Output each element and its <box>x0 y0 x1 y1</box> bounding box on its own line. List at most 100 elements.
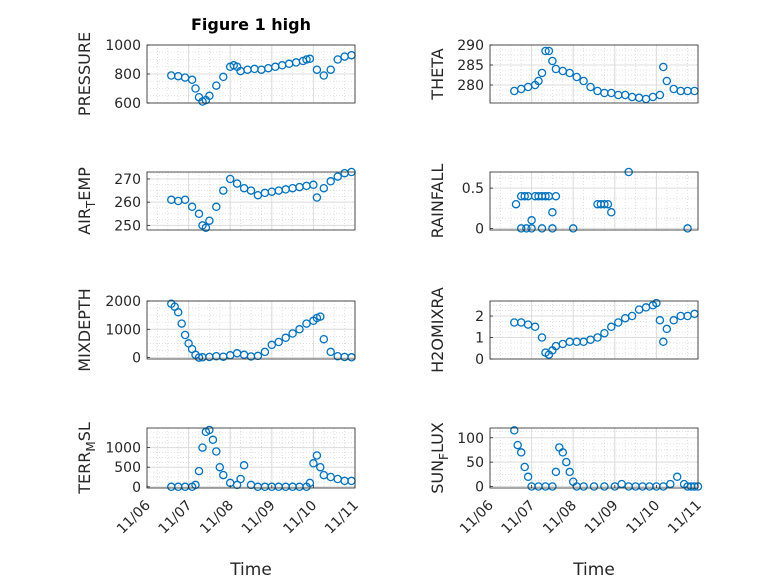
data-point <box>593 333 602 342</box>
data-point <box>205 91 214 101</box>
y-tick-label: 285 <box>457 58 484 74</box>
data-point <box>326 177 335 186</box>
y-tick-label: 600 <box>114 96 141 112</box>
plot-area <box>490 172 698 230</box>
data-point <box>659 62 668 72</box>
data-point <box>194 353 204 362</box>
data-point <box>662 76 672 86</box>
figure-title: Figure 1 high <box>191 15 311 34</box>
data-markers <box>167 50 356 106</box>
subplot-h2omixra: 0 1 2 H2OMIXRA <box>428 287 699 373</box>
y-tick-label: 270 <box>114 172 141 188</box>
data-point <box>225 174 235 184</box>
data-point <box>579 76 588 86</box>
y-tick-label: 100 <box>457 431 484 447</box>
y-axis-label: PRESSURE <box>75 32 94 116</box>
data-point <box>312 193 322 202</box>
data-point <box>516 224 526 233</box>
data-point <box>239 461 249 470</box>
data-point <box>219 72 228 82</box>
axes-box <box>489 171 699 231</box>
data-markers <box>167 299 356 362</box>
data-point <box>274 337 283 347</box>
axes-box <box>146 300 356 360</box>
data-point <box>683 224 692 233</box>
data-point <box>527 216 536 225</box>
data-point <box>295 325 304 334</box>
y-tick-label: 50 <box>466 455 484 471</box>
data-point <box>253 351 263 361</box>
subplot-rainfall: 0 0.5 RAINFALL <box>428 164 699 238</box>
y-tick-label: 2 <box>475 309 484 325</box>
data-point <box>672 472 682 482</box>
axes-box <box>489 44 699 104</box>
data-point <box>551 191 561 201</box>
y-tick-label: 500 <box>114 460 141 476</box>
data-point <box>614 318 623 327</box>
data-point <box>586 82 595 92</box>
data-point <box>596 199 606 209</box>
data-point <box>191 84 200 93</box>
y-axis-label: SUNFLUX <box>428 422 451 494</box>
data-point <box>541 191 550 201</box>
data-point <box>600 328 609 338</box>
x-tick-label: 11/08 <box>197 498 237 538</box>
data-point <box>544 46 554 56</box>
y-axis-label: TERRMSL <box>75 422 98 495</box>
data-markers <box>167 167 356 232</box>
y-tick-label: 0.5 <box>462 181 484 197</box>
data-point <box>659 337 668 347</box>
data-point <box>537 224 547 233</box>
data-point <box>513 440 522 450</box>
plot-area <box>490 301 698 359</box>
data-markers <box>510 426 703 491</box>
y-axis-label: H2OMIXRA <box>428 287 447 373</box>
data-point <box>652 298 661 308</box>
subplot-mixdepth: 0 1000 2000 MIXDEPTH <box>75 288 356 372</box>
axes-box <box>489 427 699 489</box>
data-point <box>662 324 672 334</box>
data-point <box>302 319 311 328</box>
data-point <box>523 472 533 482</box>
data-point <box>534 76 543 86</box>
y-tick-label: 800 <box>114 67 141 83</box>
data-point <box>655 316 665 325</box>
data-point <box>312 451 322 460</box>
x-tick-label: 11/10 <box>280 498 320 538</box>
data-point <box>180 330 190 340</box>
data-point <box>607 322 616 332</box>
y-tick-label: 0 <box>132 480 141 496</box>
plot-area <box>490 45 698 103</box>
data-point <box>516 448 526 457</box>
data-point <box>579 482 588 491</box>
data-point <box>568 224 578 233</box>
data-point <box>194 209 204 219</box>
y-tick-label: 2000 <box>105 294 141 310</box>
data-point <box>288 329 297 338</box>
data-point <box>537 333 547 342</box>
data-point <box>305 54 315 64</box>
data-point <box>627 311 637 321</box>
data-point <box>316 312 325 321</box>
x-tick-label: 11/07 <box>499 498 539 538</box>
data-point <box>219 186 228 195</box>
data-point <box>319 71 329 80</box>
y-axis-label: THETA <box>428 48 447 100</box>
data-point <box>180 195 190 205</box>
subplot-pressure: 600 800 1000 PRESSURE <box>75 32 356 116</box>
data-point <box>187 75 197 85</box>
y-tick-label: 280 <box>457 78 484 94</box>
y-tick-label: 250 <box>114 218 141 234</box>
data-point <box>511 199 521 209</box>
x-tick-label: 11/11 <box>322 498 362 538</box>
data-point <box>558 448 568 457</box>
data-markers <box>510 298 699 359</box>
x-tick-label: 11/10 <box>623 498 663 538</box>
data-markers <box>511 167 692 233</box>
data-point <box>548 208 557 217</box>
x-tick-label: 11/09 <box>582 498 622 538</box>
data-point <box>520 191 529 201</box>
data-point <box>541 46 550 56</box>
data-point <box>187 202 197 212</box>
